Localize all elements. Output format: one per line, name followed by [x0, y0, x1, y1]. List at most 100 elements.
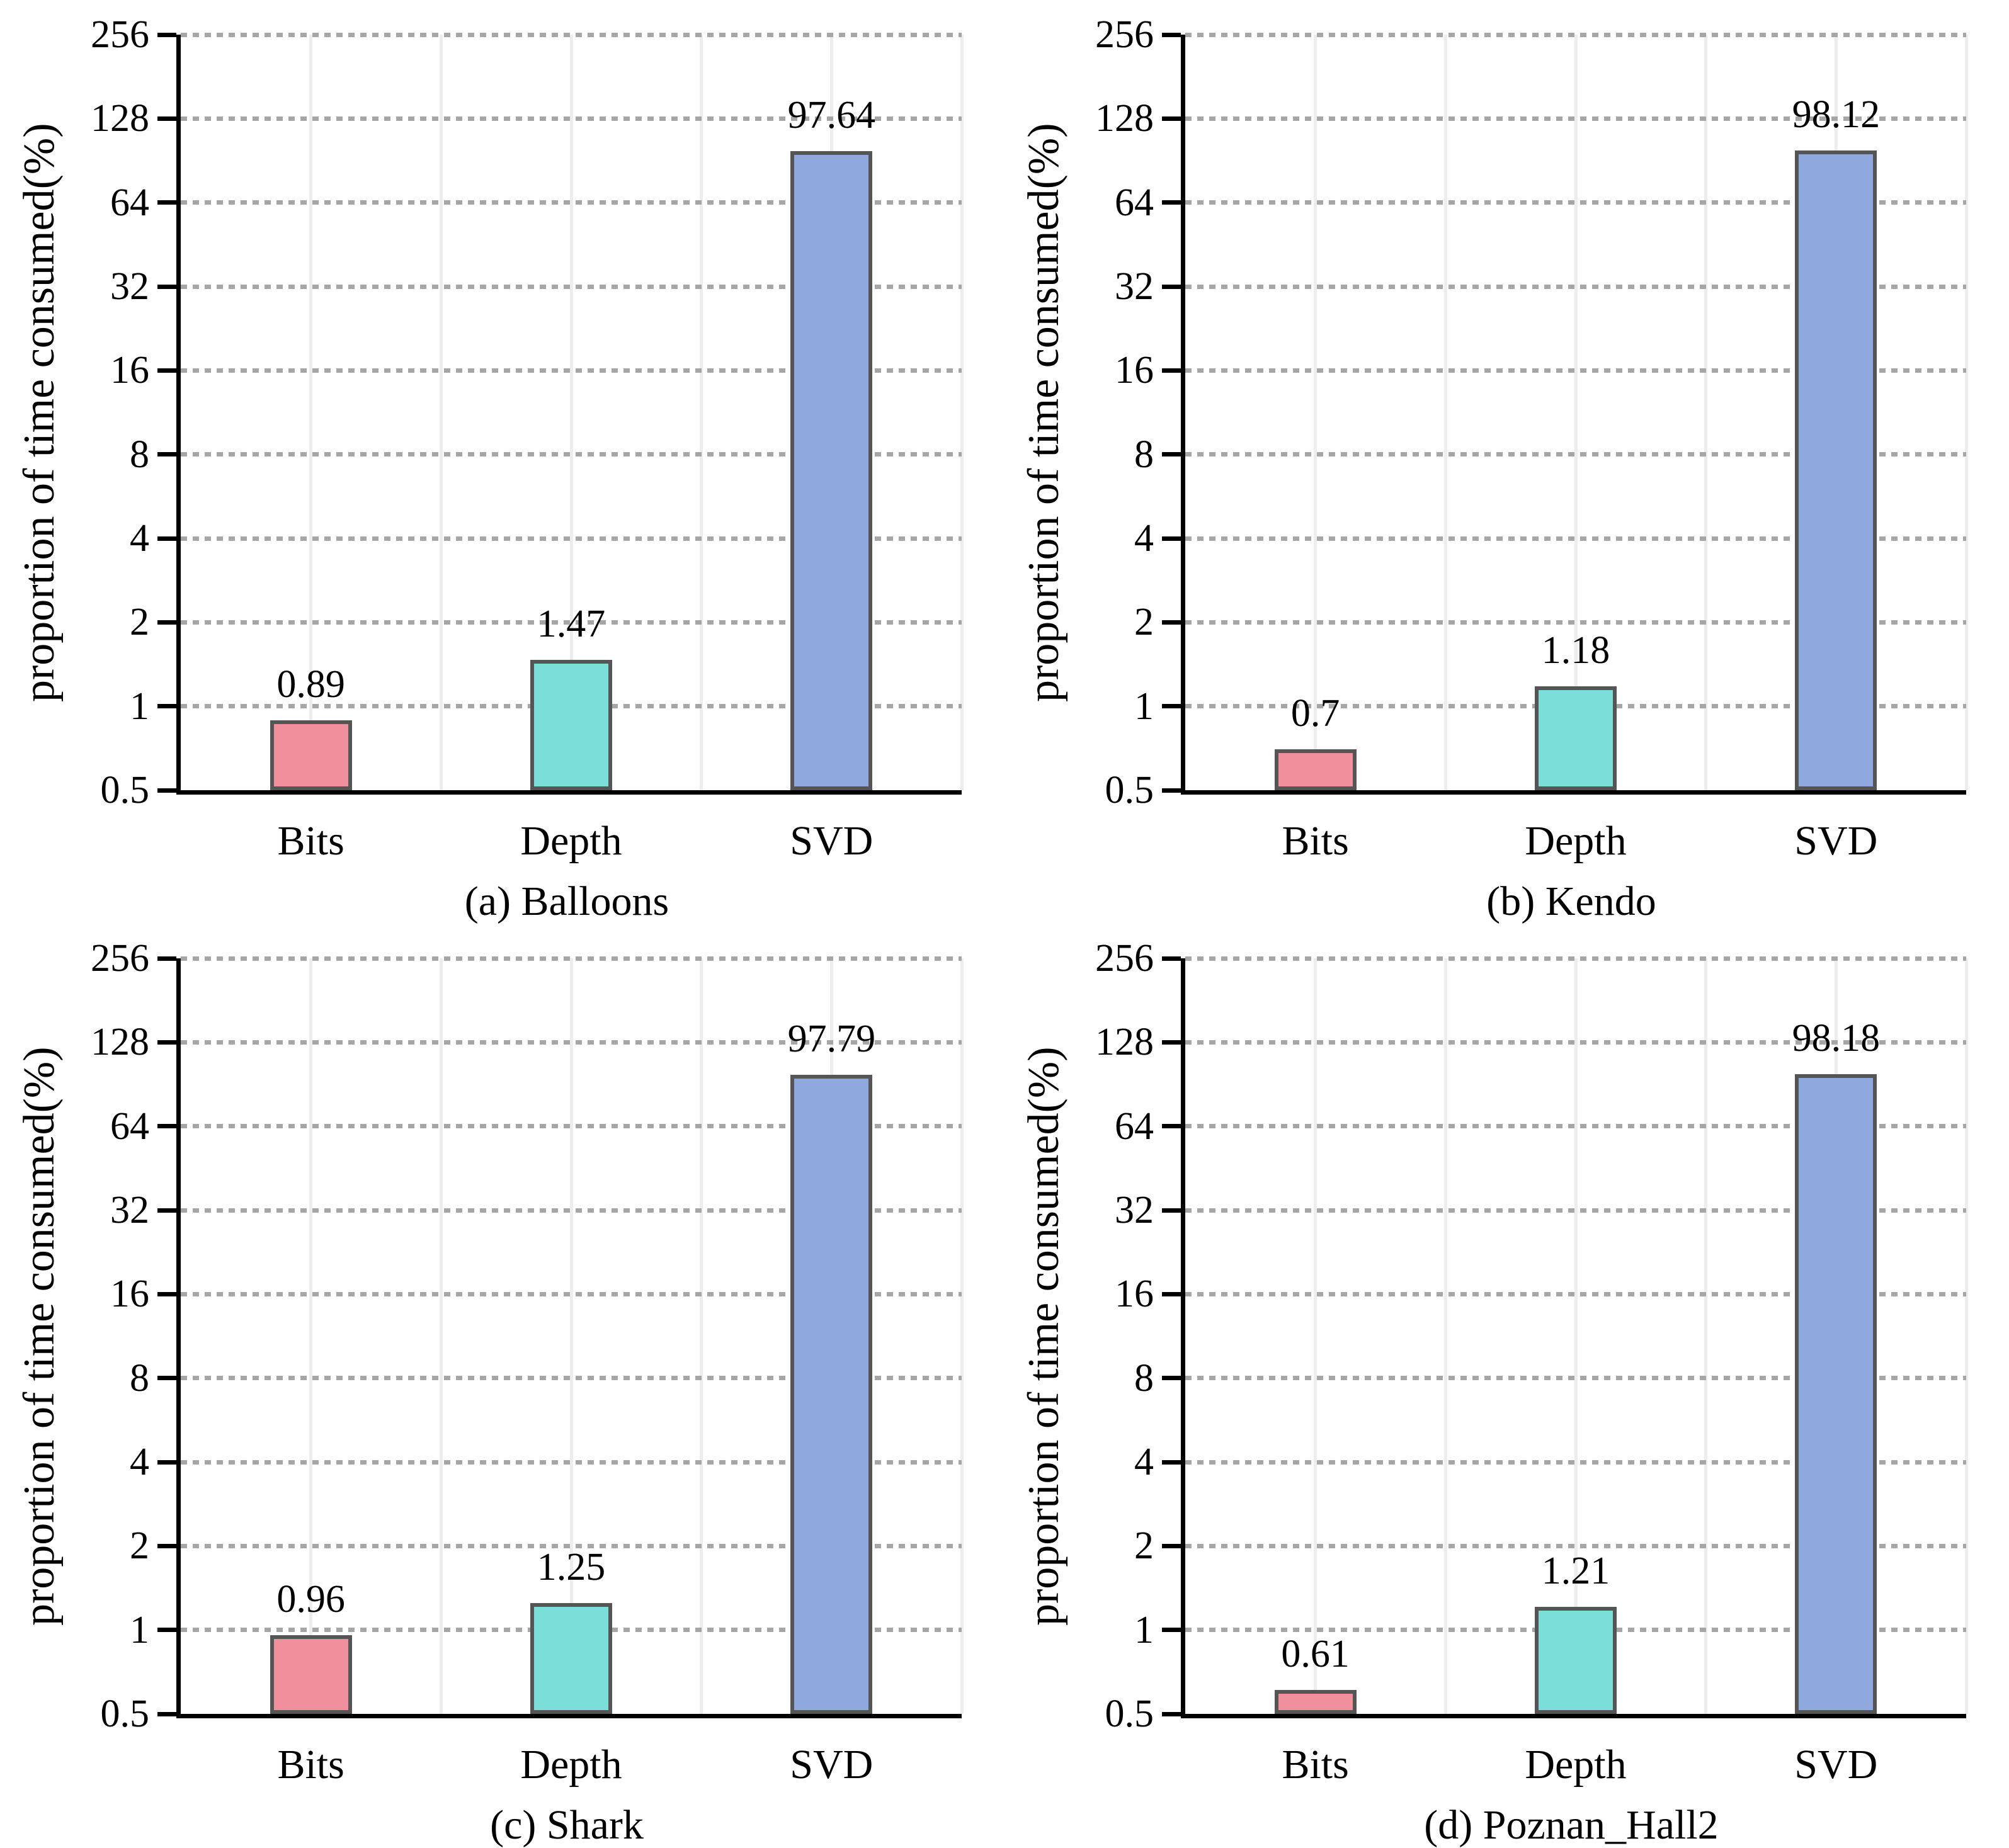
- y-axis-tick: [157, 1291, 176, 1296]
- y-axis-tick: [157, 620, 176, 625]
- y-axis-tick: [157, 1543, 176, 1548]
- y-axis-tick: [157, 200, 176, 205]
- bar-value-label: 98.18: [1792, 1017, 1881, 1060]
- x-category-label: SVD: [790, 1742, 874, 1788]
- bar-bits: [1274, 1689, 1357, 1714]
- bar-svd: [1795, 1074, 1877, 1714]
- x-category-label: SVD: [790, 818, 874, 864]
- y-axis-tick: [1162, 1208, 1181, 1213]
- vertical-gridline: [309, 958, 313, 1714]
- y-tick-label: 32: [1115, 1189, 1154, 1232]
- horizontal-gridline: [1185, 1208, 1966, 1213]
- y-tick-label: 0.5: [1105, 769, 1154, 812]
- y-tick-label: 64: [1115, 181, 1154, 224]
- y-tick-label: 1: [1134, 684, 1154, 728]
- y-tick-label: 1: [130, 684, 149, 728]
- y-axis-tick: [1162, 1040, 1181, 1045]
- plot-area: 256 128 64 32 16 8 4 2 1 0.5 0.89 Bits 1.47 Depth 97.6…: [91, 13, 964, 864]
- bar-bits: [270, 720, 352, 790]
- horizontal-gridline: [1185, 200, 1966, 205]
- horizontal-gridline: [181, 284, 962, 289]
- vertical-gridline: [1443, 958, 1447, 1714]
- horizontal-gridline: [181, 200, 962, 205]
- horizontal-gridline: [181, 1543, 962, 1548]
- y-axis-label: proportion of time consumed(%): [15, 123, 64, 702]
- y-tick-label: 64: [110, 181, 149, 224]
- horizontal-gridline: [181, 620, 962, 625]
- horizontal-gridline: [1185, 116, 1966, 121]
- vertical-gridline: [1314, 35, 1318, 790]
- bar-svd: [1795, 150, 1877, 790]
- y-tick-label: 8: [130, 433, 149, 476]
- y-axis-tick: [1162, 368, 1181, 373]
- y-axis-tick: [157, 1040, 176, 1045]
- horizontal-gridline: [181, 1460, 962, 1465]
- bar-value-label: 0.7: [1290, 692, 1340, 735]
- bar-value-label: 1.47: [537, 602, 606, 645]
- y-axis-tick: [1162, 32, 1181, 37]
- horizontal-gridline: [181, 368, 962, 373]
- y-axis-tick: [157, 1124, 176, 1129]
- vertical-gridline: [960, 35, 964, 790]
- y-axis-tick: [1162, 704, 1181, 709]
- bar-value-label: 1.18: [1541, 628, 1610, 672]
- horizontal-gridline: [181, 452, 962, 457]
- y-axis-tick: [1162, 1291, 1181, 1296]
- vertical-gridline: [569, 35, 573, 790]
- x-category-label: SVD: [1794, 818, 1878, 864]
- horizontal-gridline: [1185, 1460, 1966, 1465]
- horizontal-gridline: [1185, 32, 1966, 37]
- y-axis-tick: [1162, 1628, 1181, 1633]
- y-tick-label: 64: [110, 1104, 149, 1148]
- horizontal-gridline: [1185, 452, 1966, 457]
- bar-svd: [790, 151, 873, 790]
- bar-svd: [790, 1075, 873, 1714]
- bar-value-label: 0.89: [276, 663, 345, 706]
- y-tick-label: 128: [1095, 97, 1154, 140]
- y-axis-tick: [157, 32, 176, 37]
- y-axis-label: proportion of time consumed(%): [1020, 123, 1068, 702]
- horizontal-gridline: [181, 116, 962, 121]
- horizontal-gridline: [181, 1040, 962, 1045]
- x-category-label: Depth: [1525, 818, 1627, 864]
- y-tick-label: 32: [110, 265, 149, 308]
- y-axis-tick: [1162, 1460, 1181, 1465]
- y-tick-label: 2: [1134, 1524, 1154, 1568]
- vertical-gridline: [309, 35, 313, 790]
- y-axis-tick: [1162, 1124, 1181, 1129]
- horizontal-gridline: [1185, 956, 1966, 961]
- x-category-label: Bits: [1282, 818, 1349, 864]
- y-tick-label: 64: [1115, 1104, 1154, 1148]
- plot-area: 256 128 64 32 16 8 4 2 1 0.5 0.96 Bits 1.25 Depth 97.7…: [91, 937, 964, 1788]
- y-tick-label: 0.5: [100, 769, 150, 812]
- y-tick-label: 2: [130, 601, 149, 644]
- y-tick-label: 16: [1115, 349, 1154, 392]
- y-tick-label: 256: [91, 13, 149, 56]
- y-axis-tick: [1162, 452, 1181, 457]
- vertical-gridline: [960, 958, 964, 1714]
- bar-depth: [530, 1602, 612, 1714]
- y-tick-label: 128: [1095, 1021, 1154, 1064]
- x-category-label: Depth: [520, 1742, 622, 1788]
- chart-poznan-hall2: proportion of time consumed(%) 256 128 64 3…: [1004, 924, 2009, 1848]
- vertical-gridline: [439, 35, 443, 790]
- horizontal-gridline: [1185, 368, 1966, 373]
- y-tick-label: 256: [1095, 13, 1154, 56]
- x-category-label: Bits: [277, 1742, 344, 1788]
- y-axis-tick: [157, 788, 176, 793]
- y-tick-label: 4: [1134, 1441, 1154, 1483]
- horizontal-gridline: [181, 1291, 962, 1296]
- horizontal-gridline: [181, 536, 962, 541]
- y-axis-tick: [157, 1376, 176, 1381]
- y-axis-tick: [1162, 116, 1181, 121]
- y-tick-label: 0.5: [1105, 1692, 1154, 1735]
- vertical-gridline: [1964, 35, 1968, 790]
- y-tick-label: 1: [1134, 1608, 1154, 1652]
- horizontal-gridline: [181, 1208, 962, 1213]
- horizontal-gridline: [181, 1124, 962, 1129]
- x-category-label: SVD: [1794, 1742, 1878, 1788]
- bar-value-label: 1.25: [537, 1545, 606, 1589]
- y-axis-tick: [1162, 536, 1181, 541]
- vertical-gridline: [1574, 35, 1578, 790]
